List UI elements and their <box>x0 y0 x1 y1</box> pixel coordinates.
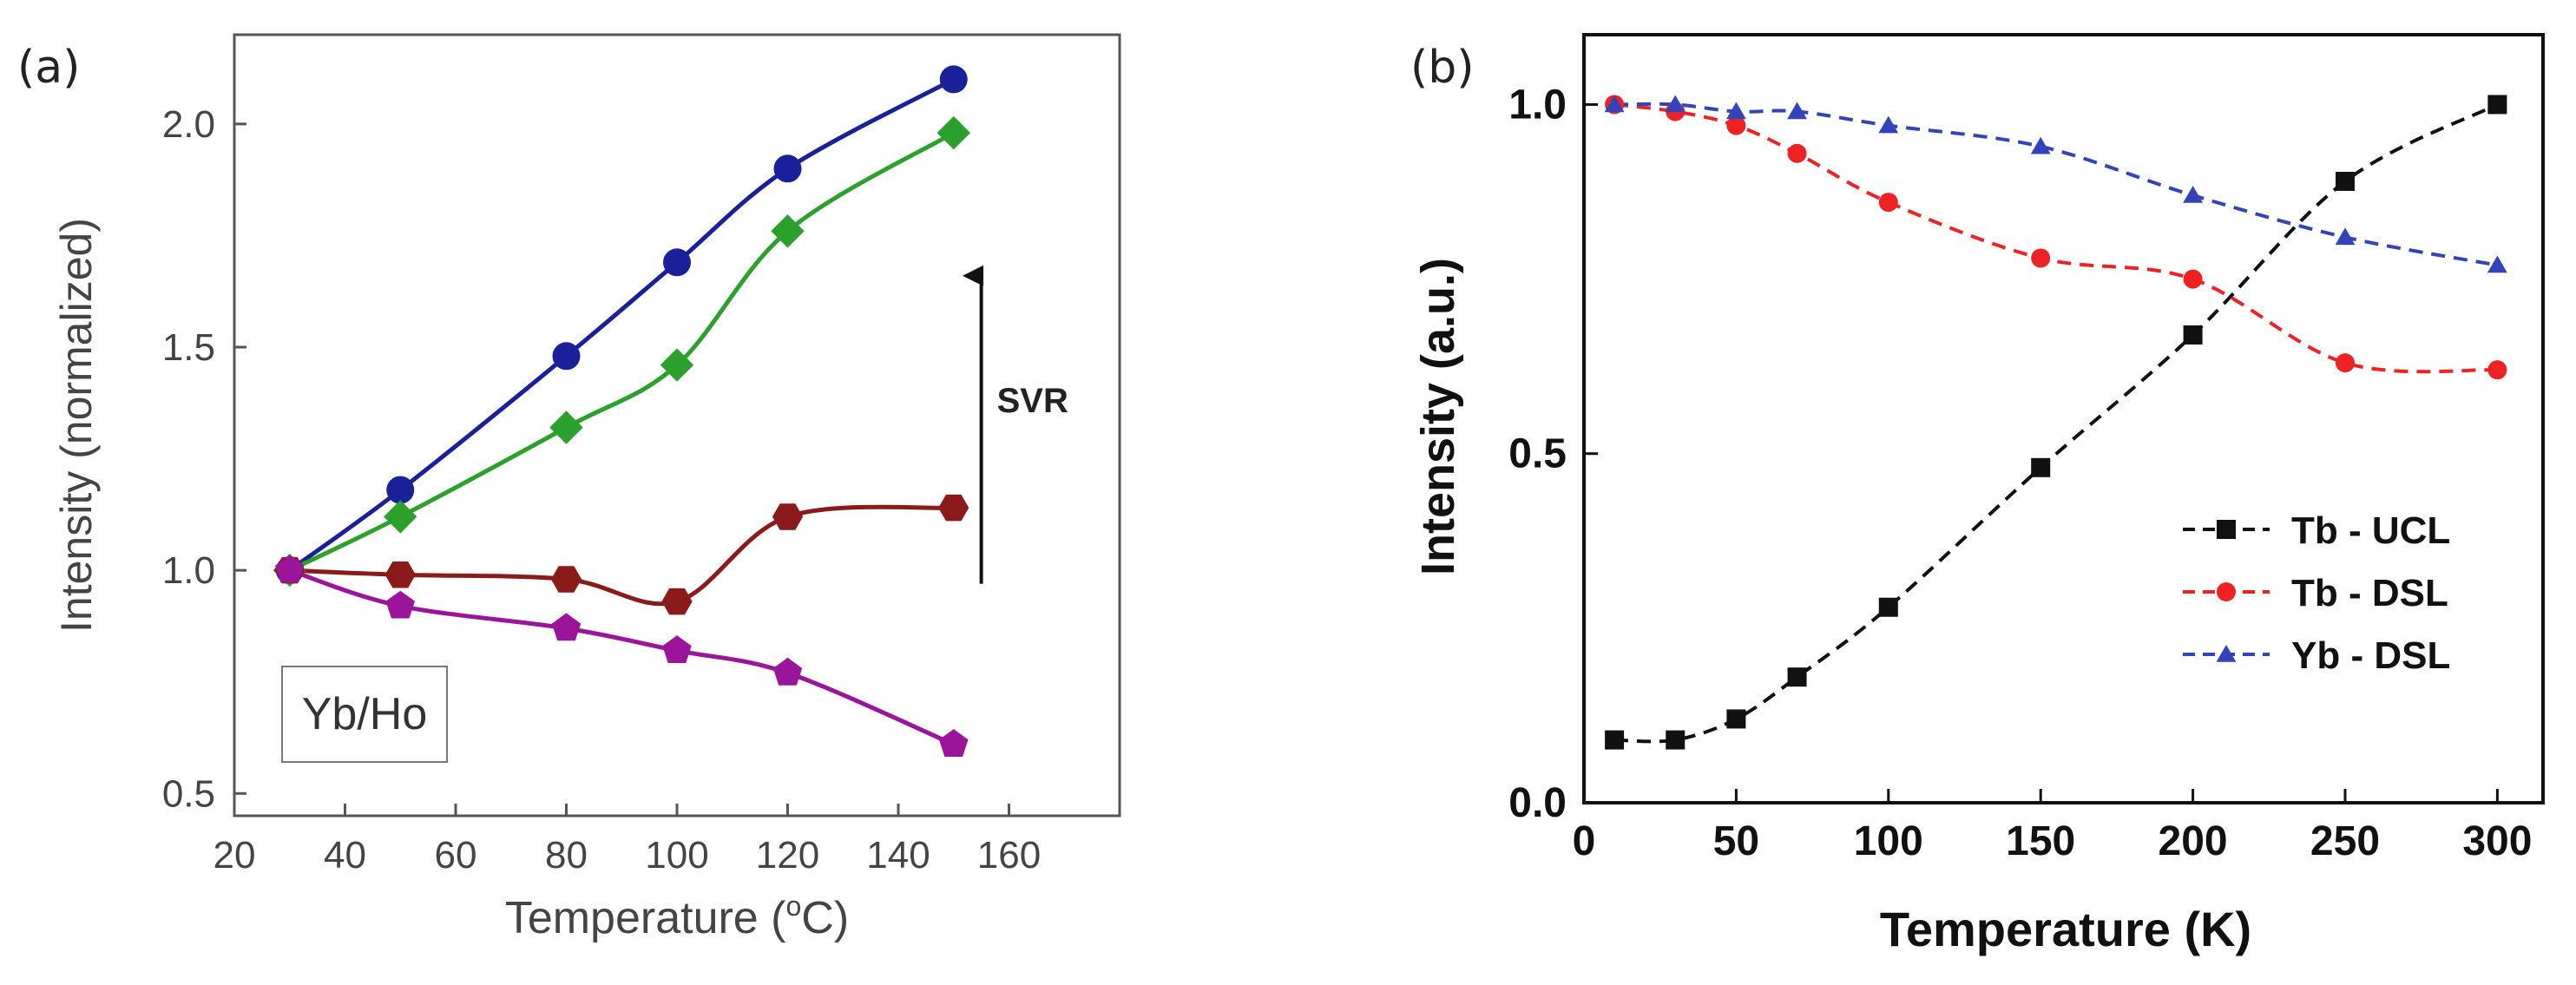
panel-b-ticks: 0 50 100 150 200 250 300 0.0 0.5 1.0 <box>1508 82 2532 864</box>
data-point <box>2335 227 2356 246</box>
x-tick-label: 40 <box>324 834 366 877</box>
legend-marker <box>2217 582 2236 601</box>
x-tick-label: 120 <box>756 834 819 877</box>
y-tick-label: 0.0 <box>1508 780 1567 826</box>
x-tick-label: 60 <box>435 834 477 877</box>
x-title-degree: o <box>786 890 802 922</box>
panel-a-chart: (a) 20 40 60 80 100 120 140 160 0.5 1.0 1.5 2.0 Yb/… <box>17 33 1121 943</box>
panel-b-series-markers <box>1604 95 2507 750</box>
x-tick-label: 20 <box>214 834 256 877</box>
data-point-brown <box>772 503 804 530</box>
data-point-green <box>384 500 417 534</box>
panel-b-chart: (b) 0 50 100 150 200 250 300 0.0 0.5 1.0 Tb - UCL… <box>1410 33 2545 956</box>
legend-label: Tb - DSL <box>2291 572 2448 614</box>
data-point-brown <box>661 588 693 615</box>
legend-marker <box>2217 520 2236 539</box>
data-point <box>1787 102 1807 120</box>
data-point-purple <box>275 555 305 583</box>
panel-a-x-axis-title: Temperature (oC) <box>505 890 849 943</box>
y-tick-label: 0.5 <box>162 772 215 815</box>
data-point <box>2183 325 2203 345</box>
data-point-purple <box>772 657 803 686</box>
legend-label: Tb - UCL <box>2291 509 2450 552</box>
y-tick-label: 1.0 <box>162 549 215 592</box>
panel-a-series-markers <box>273 65 970 757</box>
data-point <box>2030 136 2051 154</box>
data-point-brown <box>938 494 969 522</box>
inset-label-box <box>281 666 448 763</box>
data-point-green <box>660 348 694 382</box>
legend-marker <box>2216 645 2237 662</box>
svr-annotation: SVR <box>997 382 1068 420</box>
panel-a-y-axis-title: Intensity (normalized) <box>52 218 101 633</box>
data-point-green <box>549 410 583 444</box>
panel-b-plot-frame <box>1582 33 2545 804</box>
data-point <box>1665 95 1686 113</box>
x-tick-label: 50 <box>1713 818 1759 864</box>
data-point-purple <box>385 590 415 619</box>
data-point <box>2487 95 2507 115</box>
x-tick-label: 140 <box>866 834 930 877</box>
x-tick-label: 100 <box>1854 818 1923 864</box>
x-tick-label: 100 <box>645 834 708 877</box>
data-point-purple <box>551 613 582 641</box>
data-point <box>2031 248 2051 268</box>
x-tick-label: 0 <box>1573 818 1596 864</box>
data-point <box>1666 730 1686 750</box>
data-point-green <box>771 214 805 248</box>
data-point-blue <box>663 248 691 277</box>
data-point-blue <box>552 342 581 371</box>
data-point <box>2183 269 2203 289</box>
data-point <box>1878 115 1899 134</box>
y-tick-label: 2.0 <box>162 103 215 146</box>
panel-a-series-lines <box>288 77 956 747</box>
data-point <box>2183 186 2203 203</box>
data-point-blue <box>939 65 968 94</box>
data-point-brown <box>550 566 582 593</box>
data-point <box>1787 143 1807 163</box>
panel-a-label: (a) <box>17 42 80 94</box>
x-tick-label: 300 <box>2462 818 2532 864</box>
data-point <box>1726 102 1746 120</box>
data-point <box>2487 255 2507 273</box>
legend-label: Yb - DSL <box>2291 634 2450 677</box>
inset-label: Yb/Ho <box>302 689 428 739</box>
series-line-green <box>288 130 956 573</box>
data-point <box>1604 95 1625 113</box>
x-tick-label: 250 <box>2310 818 2380 864</box>
y-tick-label: 0.5 <box>1508 431 1567 477</box>
x-tick-label: 160 <box>977 834 1041 877</box>
series-line <box>1613 102 2498 374</box>
panel-a-ticks: 20 40 60 80 100 120 140 160 0.5 1.0 1.5 2.0 <box>162 103 1041 877</box>
x-tick-label: 80 <box>545 834 588 877</box>
panel-b-legend: Tb - UCL Tb - DSL Yb - DSL <box>2183 509 2450 677</box>
data-point-blue <box>773 154 802 183</box>
x-tick-label: 150 <box>2006 818 2075 864</box>
x-title-unit: C) <box>801 893 849 943</box>
data-point-purple <box>939 729 969 757</box>
data-point <box>2487 360 2507 380</box>
data-point-brown <box>384 561 416 588</box>
data-point-purple <box>662 635 692 663</box>
panel-b-x-axis-title: Temperature (K) <box>1880 902 2251 956</box>
panel-b-y-axis-title: Intensity (a.u.) <box>1412 258 1464 575</box>
panel-b-label: (b) <box>1410 42 1475 94</box>
data-point <box>1787 667 1807 687</box>
data-point-green <box>936 115 970 150</box>
data-point <box>1726 709 1746 729</box>
data-point <box>1605 730 1625 750</box>
y-tick-label: 1.0 <box>1508 82 1567 128</box>
data-point <box>2335 353 2355 373</box>
data-point <box>1878 193 1898 213</box>
data-point-blue <box>386 476 415 504</box>
data-point <box>2031 457 2051 477</box>
series-line <box>1614 102 2498 267</box>
y-tick-label: 1.5 <box>162 326 215 369</box>
x-tick-label: 200 <box>2159 818 2228 864</box>
x-title-main: Temperature ( <box>505 893 786 943</box>
data-point <box>2335 171 2355 191</box>
data-point <box>1878 597 1898 617</box>
data-point <box>1726 115 1746 135</box>
